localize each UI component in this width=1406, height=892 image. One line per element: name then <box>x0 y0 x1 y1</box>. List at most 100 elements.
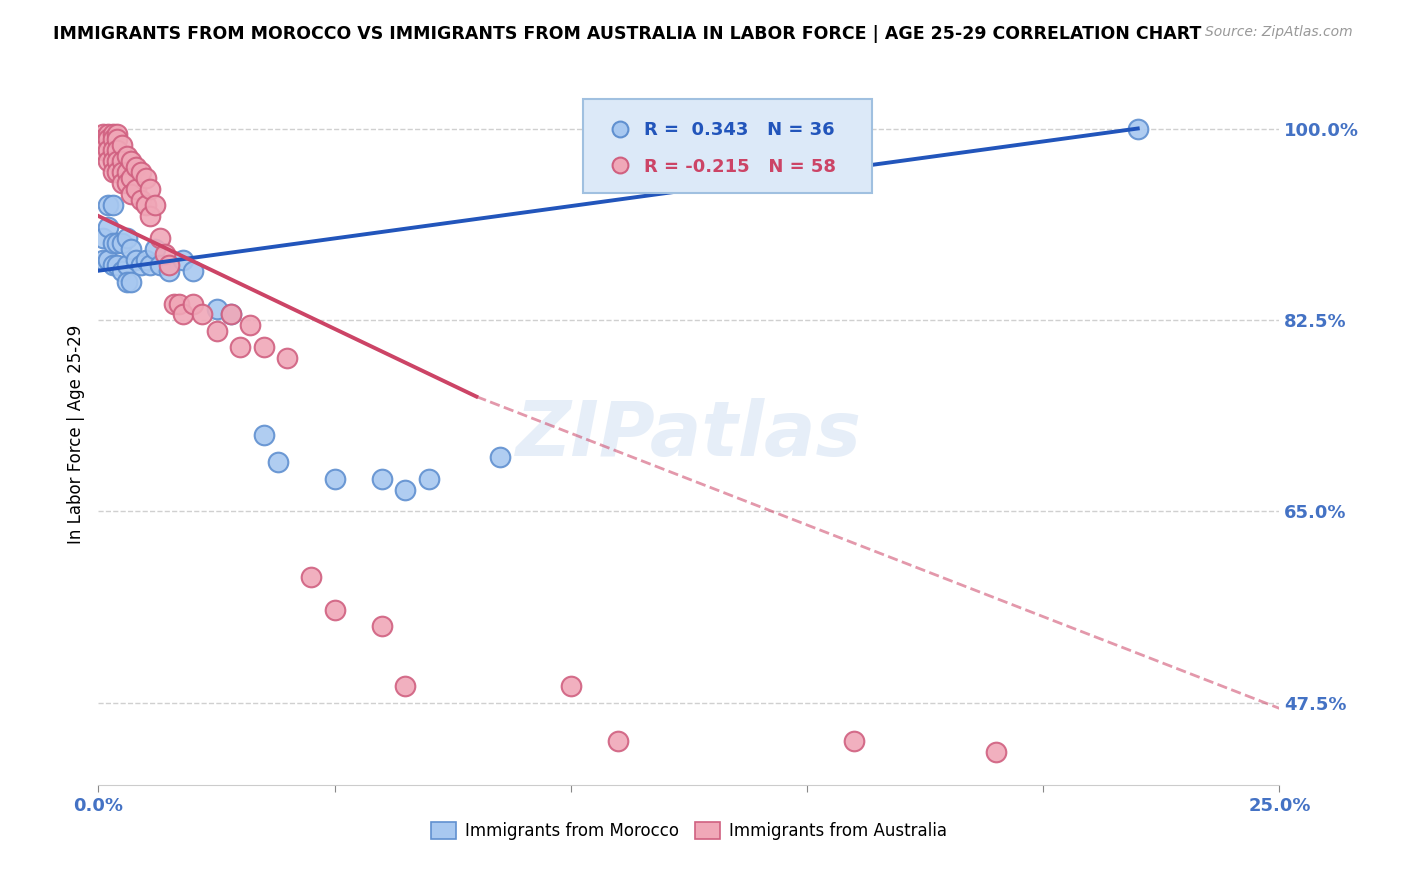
Point <box>101 154 124 169</box>
Point <box>101 258 124 272</box>
Point <box>844 734 866 748</box>
Point <box>105 154 128 169</box>
Point <box>219 308 242 322</box>
Point <box>371 619 394 633</box>
Point <box>97 132 120 146</box>
Point <box>139 182 162 196</box>
Point <box>219 308 242 322</box>
Point <box>105 144 128 158</box>
Legend: Immigrants from Morocco, Immigrants from Australia: Immigrants from Morocco, Immigrants from… <box>425 815 953 847</box>
Point <box>253 340 276 354</box>
Point <box>91 252 114 267</box>
Point <box>253 428 276 442</box>
Point <box>276 351 298 366</box>
Point <box>91 231 114 245</box>
Point <box>125 252 148 267</box>
Point <box>135 252 157 267</box>
Point <box>115 231 138 245</box>
Point <box>115 149 138 163</box>
Point <box>149 258 172 272</box>
Point <box>984 745 1007 759</box>
Point <box>115 275 138 289</box>
Point <box>101 165 124 179</box>
Text: IMMIGRANTS FROM MOROCCO VS IMMIGRANTS FROM AUSTRALIA IN LABOR FORCE | AGE 25-29 : IMMIGRANTS FROM MOROCCO VS IMMIGRANTS FR… <box>53 25 1202 43</box>
Point <box>111 165 134 179</box>
Point <box>323 603 346 617</box>
Point <box>105 165 128 179</box>
Point <box>129 193 152 207</box>
Point <box>105 127 128 141</box>
Point <box>489 450 512 464</box>
Point <box>101 127 124 141</box>
Point <box>560 680 582 694</box>
Point <box>97 219 120 234</box>
Point <box>129 165 152 179</box>
Point <box>157 258 180 272</box>
Point <box>163 296 186 310</box>
Point <box>394 680 416 694</box>
Point <box>394 483 416 497</box>
Point <box>229 340 252 354</box>
Point <box>121 154 143 169</box>
Point <box>153 247 176 261</box>
Point <box>181 264 204 278</box>
FancyBboxPatch shape <box>582 99 872 194</box>
Text: Source: ZipAtlas.com: Source: ZipAtlas.com <box>1205 25 1353 39</box>
Point <box>91 127 114 141</box>
Point <box>97 198 120 212</box>
Point <box>97 144 120 158</box>
Point <box>205 324 228 338</box>
Point <box>111 236 134 251</box>
Point <box>181 296 204 310</box>
Point <box>139 209 162 223</box>
Point <box>172 252 194 267</box>
Point <box>101 198 124 212</box>
Point <box>105 236 128 251</box>
Text: R =  0.343   N = 36: R = 0.343 N = 36 <box>644 121 835 139</box>
Point <box>115 165 138 179</box>
Point <box>105 258 128 272</box>
Y-axis label: In Labor Force | Age 25-29: In Labor Force | Age 25-29 <box>66 326 84 544</box>
Point <box>129 258 152 272</box>
Point <box>105 132 128 146</box>
Point <box>121 275 143 289</box>
Point <box>111 176 134 190</box>
Point <box>191 308 214 322</box>
Point <box>143 198 166 212</box>
Point <box>115 258 138 272</box>
Point <box>135 170 157 185</box>
Point <box>143 242 166 256</box>
Point <box>135 198 157 212</box>
Point <box>125 182 148 196</box>
Point <box>167 296 190 310</box>
Point <box>139 258 162 272</box>
Point <box>101 144 124 158</box>
Point <box>418 472 440 486</box>
Point <box>101 132 124 146</box>
Point <box>97 252 120 267</box>
Point <box>91 132 114 146</box>
Point <box>607 734 630 748</box>
Point <box>101 236 124 251</box>
Point <box>91 144 114 158</box>
Point <box>121 170 143 185</box>
Point <box>157 264 180 278</box>
Point <box>97 154 120 169</box>
Point <box>149 231 172 245</box>
Point <box>121 187 143 202</box>
Point <box>115 176 138 190</box>
Point <box>371 472 394 486</box>
Point <box>111 137 134 152</box>
Point <box>323 472 346 486</box>
Point <box>239 318 262 333</box>
Point <box>121 242 143 256</box>
Point <box>111 264 134 278</box>
Point <box>267 455 290 469</box>
Point <box>172 308 194 322</box>
Point <box>1126 121 1149 136</box>
Text: R = -0.215   N = 58: R = -0.215 N = 58 <box>644 158 837 176</box>
Point <box>111 154 134 169</box>
Point <box>97 127 120 141</box>
Point <box>299 570 322 584</box>
Point <box>205 301 228 316</box>
